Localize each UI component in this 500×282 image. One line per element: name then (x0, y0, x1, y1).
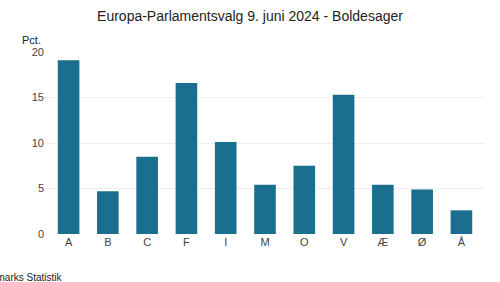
svg-text:O: O (300, 236, 309, 248)
svg-text:Ø: Ø (418, 236, 427, 248)
svg-text:B: B (104, 236, 111, 248)
svg-text:5: 5 (38, 182, 44, 194)
svg-text:© Danmarks Statistik: © Danmarks Statistik (0, 272, 63, 282)
svg-text:A: A (65, 236, 73, 248)
svg-text:10: 10 (32, 137, 44, 149)
svg-text:F: F (183, 236, 190, 248)
svg-text:M: M (260, 236, 269, 248)
svg-text:Europa-Parlamentsvalg 9. juni: Europa-Parlamentsvalg 9. juni 2024 - Bol… (97, 8, 403, 24)
svg-text:20: 20 (32, 46, 44, 58)
svg-text:Å: Å (458, 236, 466, 248)
svg-text:Pct.: Pct. (22, 34, 41, 46)
svg-text:0: 0 (38, 228, 44, 240)
svg-text:V: V (340, 236, 348, 248)
svg-text:Æ: Æ (377, 236, 388, 248)
svg-text:15: 15 (32, 91, 44, 103)
svg-text:I: I (224, 236, 227, 248)
svg-text:C: C (143, 236, 151, 248)
